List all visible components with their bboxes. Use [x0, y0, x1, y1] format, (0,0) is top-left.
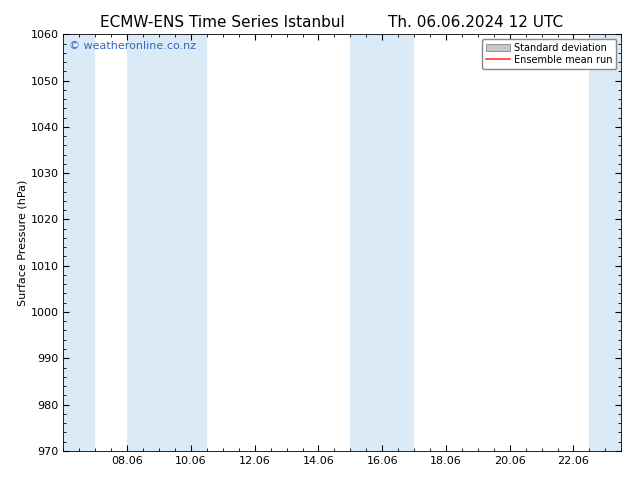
Text: © weatheronline.co.nz: © weatheronline.co.nz [69, 41, 196, 50]
Text: Th. 06.06.2024 12 UTC: Th. 06.06.2024 12 UTC [388, 15, 563, 30]
Legend: Standard deviation, Ensemble mean run: Standard deviation, Ensemble mean run [482, 39, 616, 69]
Text: ECMW-ENS Time Series Istanbul: ECMW-ENS Time Series Istanbul [100, 15, 344, 30]
Y-axis label: Surface Pressure (hPa): Surface Pressure (hPa) [18, 179, 28, 306]
Bar [127, 34, 207, 451]
Bar [351, 34, 414, 451]
Bar [590, 34, 621, 451]
Bar [63, 34, 95, 451]
